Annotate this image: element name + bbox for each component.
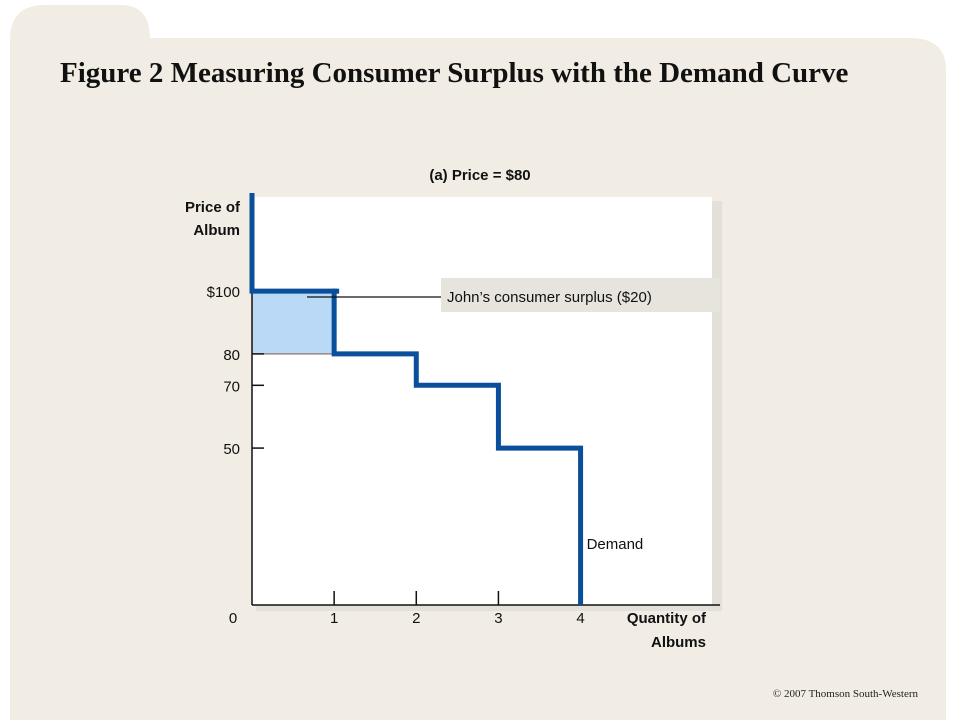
x-tick-label: 1 [330,610,338,627]
panel-title: (a) Price = $80 [429,167,530,184]
x-axis-label-line-2: Albums [651,634,706,651]
y-tick-label: 80 [223,347,240,364]
x-axis-label-line-1: Quantity of [627,610,707,627]
copyright-notice: © 2007 Thomson South-Western [772,688,918,700]
plot-area [252,197,712,605]
y-tick-label: 50 [223,441,240,458]
page-title: Figure 2 Measuring Consumer Surplus with… [60,57,849,89]
surplus-label: John’s consumer surplus ($20) [447,289,652,306]
y-tick-label: $100 [207,284,240,301]
consumer-surplus-area [252,291,335,354]
x-tick-label: 0 [229,610,237,627]
x-tick-label: 2 [412,610,420,627]
surplus-callout-box [441,278,720,312]
y-tick-label: 70 [223,378,240,395]
x-tick-label: 4 [576,610,584,627]
y-axis-label-line-2: Album [193,222,240,239]
demand-curve [249,193,584,605]
x-tick-label: 3 [494,610,502,627]
y-axis-label-line-1: Price of [185,199,241,216]
demand-label: Demand [587,536,644,553]
